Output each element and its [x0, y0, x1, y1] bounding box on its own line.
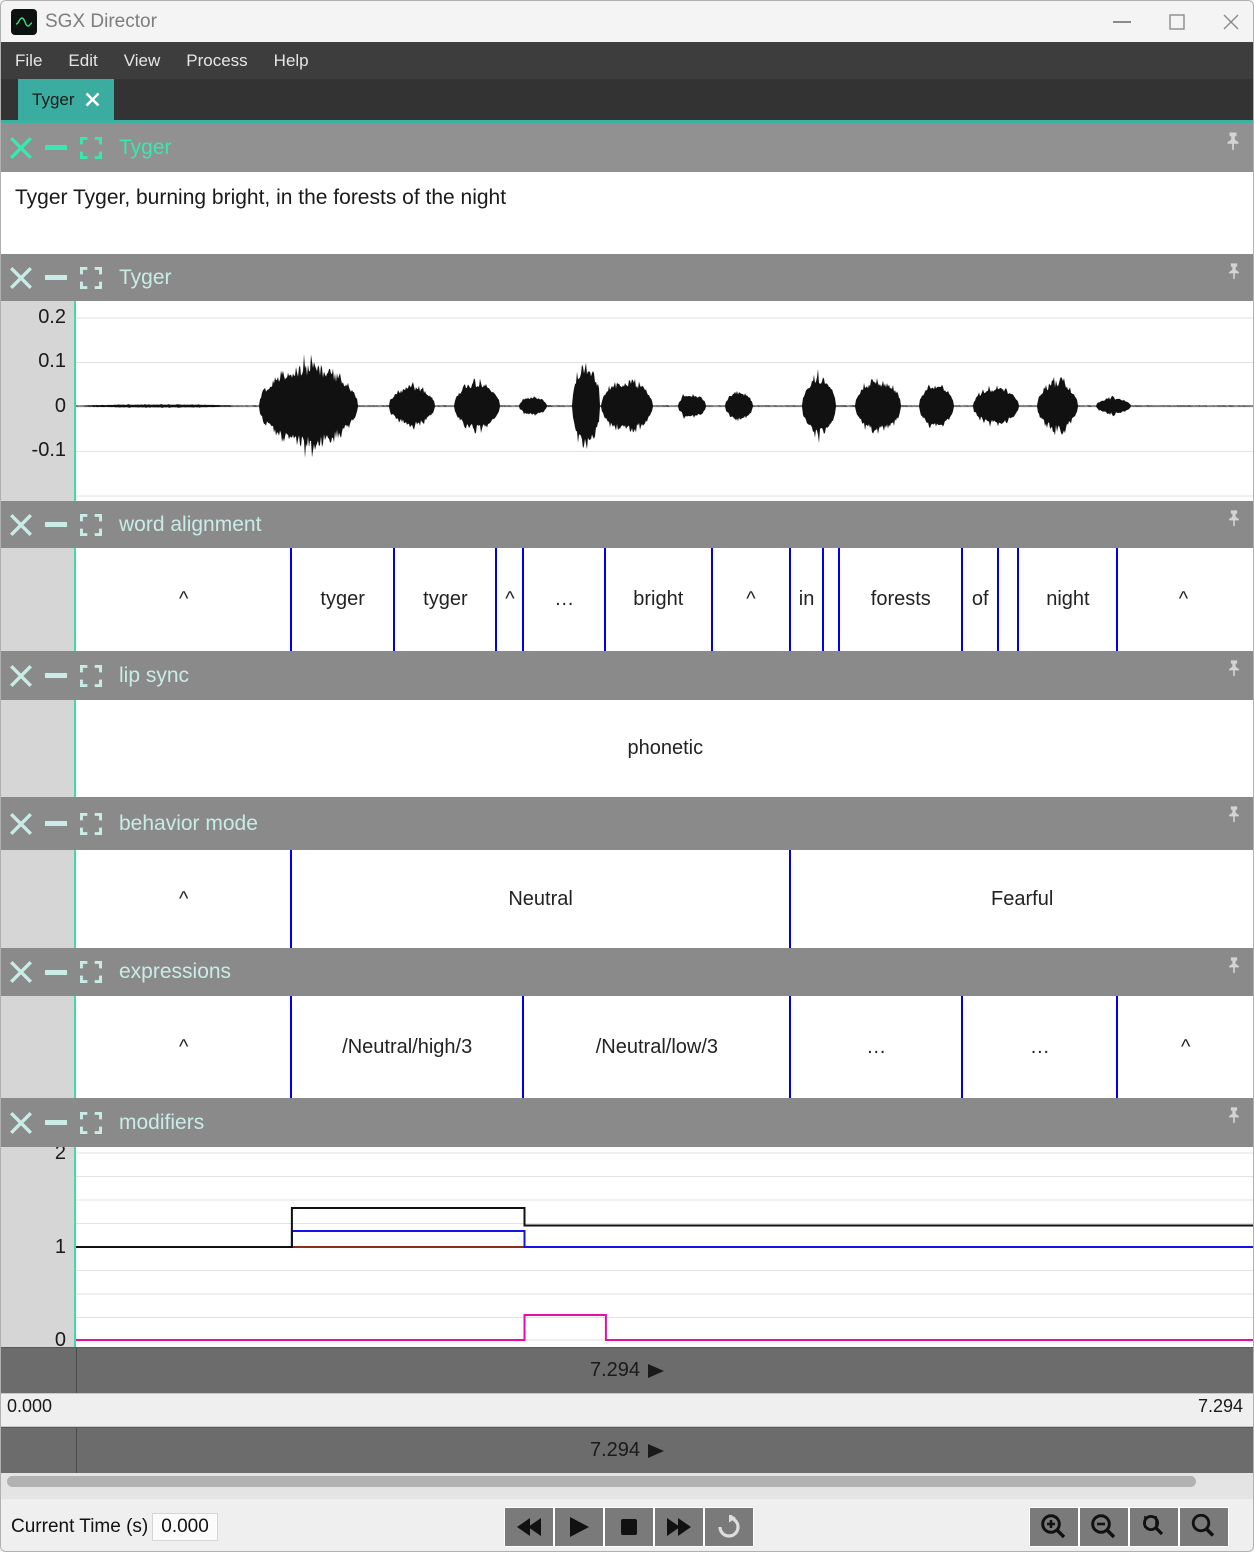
svg-text:2: 2 [55, 1147, 66, 1164]
svg-text:1: 1 [55, 1236, 66, 1258]
svg-text:0: 0 [55, 1329, 66, 1347]
svg-text:0.1: 0.1 [38, 350, 66, 372]
svg-text:0: 0 [55, 395, 66, 417]
svg-text:0.2: 0.2 [38, 306, 66, 328]
svg-text:-0.1: -0.1 [32, 439, 66, 461]
